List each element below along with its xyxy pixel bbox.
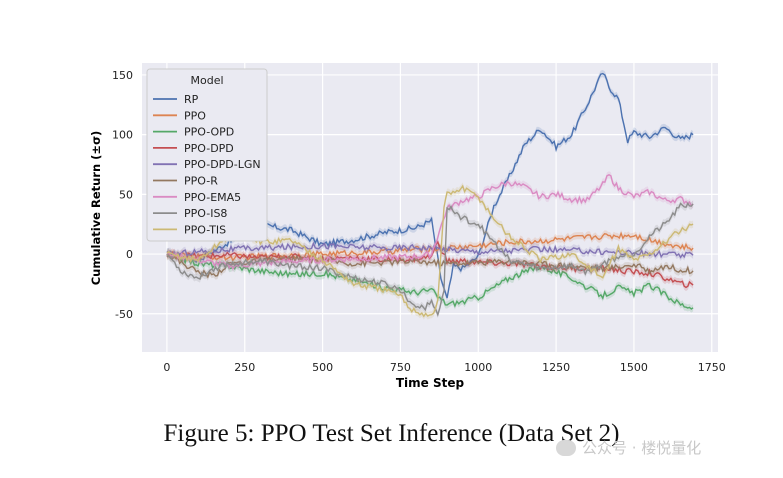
watermark-text: 公众号 · 楼悦量化 [582, 439, 702, 457]
legend-label: PPO-DPD [184, 142, 234, 155]
legend-label: PPO-EMA5 [184, 191, 241, 204]
legend-box [146, 68, 268, 242]
wechat-icon [556, 440, 576, 456]
series-band-ppo-dpd-lgn [166, 239, 694, 261]
x-tick-label: 1750 [698, 361, 726, 374]
legend-label: PPO-OPD [184, 126, 234, 139]
legend-label: PPO-DPD-LGN [184, 158, 261, 171]
watermark: 公众号 · 楼悦量化 [556, 437, 701, 458]
x-tick-label: 1250 [542, 361, 570, 374]
y-tick-label: 100 [112, 129, 133, 142]
legend-label: PPO-R [184, 175, 218, 188]
series-line-ppo-dpd-lgn [166, 241, 694, 259]
x-tick-label: 250 [234, 361, 255, 374]
x-tick-label: 500 [312, 361, 333, 374]
chart: 0 250 500 750 1000 1250 1500 1750 -50050100150 … [89, 63, 726, 390]
series-band-ppo-is8 [166, 199, 694, 319]
legend-items: RP PPO PPO-OPD PPO-DPD PPO-DPD-LGN PPO-R PPO-E… [153, 93, 261, 236]
x-tick-label: 750 [390, 361, 411, 374]
series-line-ppo-opd [166, 250, 694, 310]
legend-label: PPO-TIS [184, 223, 226, 236]
x-tick-label: 1500 [620, 361, 648, 374]
y-tick-label: 150 [112, 69, 133, 82]
legend-label: RP [184, 93, 199, 106]
series-band-ppo-dpd [166, 238, 694, 291]
series-line-ppo-is8 [166, 202, 694, 317]
y-tick-label: 50 [119, 188, 133, 201]
x-tick-label: 0 [163, 361, 170, 374]
y-axis-label: Cumulative Return (±σ) [89, 131, 103, 286]
legend-label: PPO [184, 109, 206, 122]
x-axis-ticks: 0 250 500 750 1000 1250 1500 1750 [163, 361, 725, 374]
legend-label: PPO-IS8 [184, 207, 227, 220]
y-tick-label: -50 [115, 308, 133, 321]
legend: Model RP PPO PPO-OPD PPO-DPD PPO-DPD-LGN PPO-… [146, 68, 268, 242]
x-tick-label: 1000 [464, 361, 492, 374]
series-layer [166, 70, 694, 320]
y-tick-label: 0 [126, 248, 133, 261]
x-axis-label: Time Step [396, 376, 465, 390]
series-band-ppo-ema5 [166, 171, 694, 273]
figure-caption: Figure 5: PPO Test Set Inference (Data S… [163, 420, 620, 447]
y-axis-ticks: -50 0 50 100 150 [112, 69, 133, 321]
legend-title: Model [190, 74, 223, 87]
